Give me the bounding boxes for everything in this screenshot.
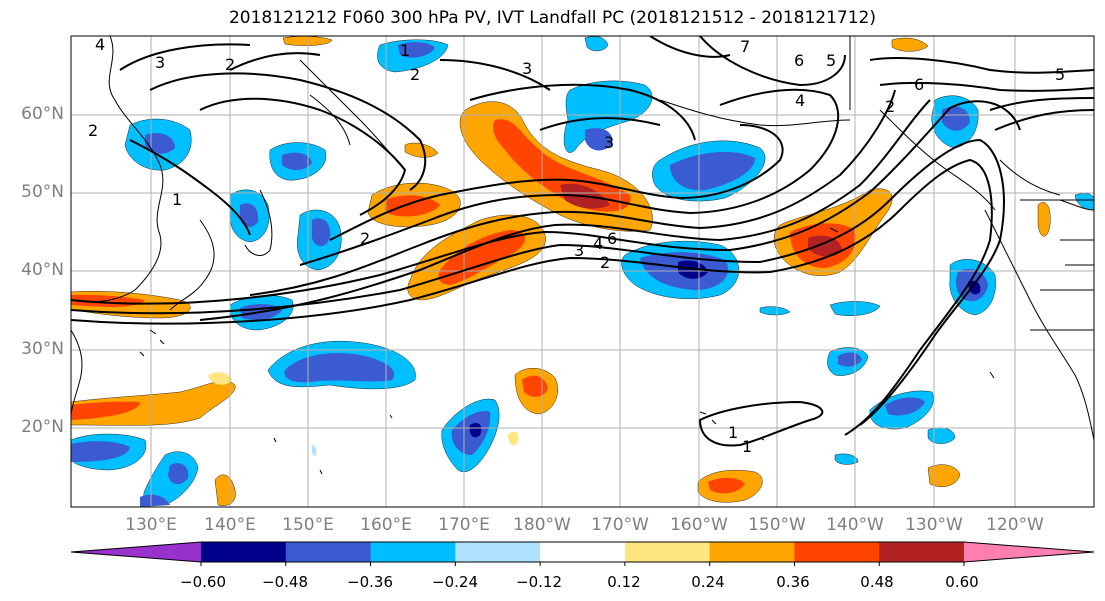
colorbar-segment — [879, 542, 965, 562]
graticule — [71, 36, 1094, 507]
contour-label: 2 — [410, 65, 420, 84]
contour-label: 1 — [400, 41, 410, 60]
lat-label: 20°N — [21, 417, 64, 437]
colorbar-tick-label: 0.24 — [691, 573, 725, 591]
lon-label: 150°W — [748, 515, 806, 535]
contour-label: 6 — [914, 75, 924, 94]
lon-label: 170°E — [438, 515, 490, 535]
colorbar-extend-low — [71, 542, 201, 562]
colorbar-tick-label: 0.36 — [776, 573, 810, 591]
contour-label: 2 — [600, 253, 610, 272]
contour-label: 2 — [88, 121, 98, 140]
lon-label: 150°E — [282, 515, 334, 535]
colorbar-segment — [794, 542, 880, 562]
lon-label: 160°E — [360, 515, 412, 535]
colorbar-segment — [370, 542, 456, 562]
lat-label: 30°N — [21, 339, 64, 359]
contour-label: 5 — [826, 51, 836, 70]
lon-label: 130°W — [905, 515, 963, 535]
ivt-contours — [71, 36, 1094, 447]
colorbar-segment — [201, 542, 287, 562]
contour-label: 6 — [794, 51, 804, 70]
colorbar — [70, 541, 1095, 566]
contour-label: 2 — [885, 97, 895, 116]
contour-label: 4 — [95, 35, 105, 54]
colorbar-extend-high — [964, 542, 1094, 562]
contour-label: 1 — [728, 423, 738, 442]
contour-label: 3 — [522, 59, 532, 78]
colorbar-tick-label: 0.60 — [945, 573, 979, 591]
coastlines — [71, 36, 1094, 475]
colorbar-tick-label: 0.12 — [607, 573, 641, 591]
contour-label: 4 — [795, 91, 805, 110]
contour-label: 5 — [1055, 65, 1065, 84]
contour-label: 2 — [225, 55, 235, 74]
colorbar-tick-label: −0.48 — [262, 573, 308, 591]
lon-label: 170°W — [591, 515, 649, 535]
contour-label: 3 — [574, 241, 584, 260]
contour-label: 2 — [360, 229, 370, 248]
contour-label-group: 4 3 2 2 3 1 2 1 7 6 5 4 5 6 3 4 6 3 2 1 … — [88, 35, 1065, 456]
contour-label: 4 — [593, 234, 603, 253]
colorbar-segment — [709, 542, 795, 562]
map-title: 2018121212 F060 300 hPa PV, IVT Landfall… — [228, 8, 876, 28]
lon-label: 180°W — [513, 515, 571, 535]
colorbar-segment — [285, 542, 372, 562]
contour-label: 6 — [607, 229, 617, 248]
contour-label: 7 — [740, 37, 750, 56]
contour-label: 1 — [742, 437, 752, 456]
colorbar-tick-label: −0.12 — [516, 573, 562, 591]
lat-label: 50°N — [21, 182, 64, 202]
colorbar-tick-label: −0.60 — [180, 573, 226, 591]
colorbar-segment — [540, 542, 626, 562]
colorbar-segment — [624, 542, 711, 562]
lon-label: 120°W — [986, 515, 1044, 535]
lat-label: 60°N — [21, 104, 64, 124]
lat-label: 40°N — [21, 260, 64, 280]
lon-label: 130°E — [125, 515, 177, 535]
lon-label: 140°E — [204, 515, 256, 535]
contour-label: 3 — [155, 53, 165, 72]
colorbar-tick-label: −0.36 — [347, 573, 393, 591]
contour-label: 1 — [172, 190, 182, 209]
contour-label: 3 — [604, 133, 614, 152]
lon-label: 160°W — [670, 515, 728, 535]
colorbar-segment — [455, 542, 541, 562]
map-frame — [70, 35, 1095, 508]
colorbar-tick-label: −0.24 — [432, 573, 478, 591]
colorbar-tick-label: 0.48 — [860, 573, 894, 591]
lon-label: 140°W — [826, 515, 884, 535]
